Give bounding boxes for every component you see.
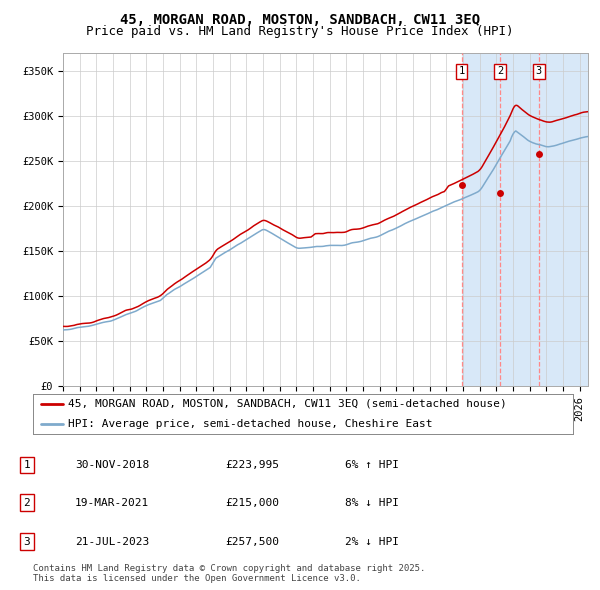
Text: 45, MORGAN ROAD, MOSTON, SANDBACH, CW11 3EQ (semi-detached house): 45, MORGAN ROAD, MOSTON, SANDBACH, CW11 … bbox=[68, 399, 507, 408]
Bar bbox=[500, 53, 539, 386]
Text: 21-JUL-2023: 21-JUL-2023 bbox=[75, 537, 149, 546]
Text: £257,500: £257,500 bbox=[225, 537, 279, 546]
Text: 1: 1 bbox=[458, 67, 465, 77]
Text: 3: 3 bbox=[536, 67, 542, 77]
Text: 8% ↓ HPI: 8% ↓ HPI bbox=[345, 498, 399, 507]
Text: 2: 2 bbox=[23, 498, 31, 507]
Text: £223,995: £223,995 bbox=[225, 460, 279, 470]
Text: 3: 3 bbox=[23, 537, 31, 546]
Text: £215,000: £215,000 bbox=[225, 498, 279, 507]
Text: Price paid vs. HM Land Registry's House Price Index (HPI): Price paid vs. HM Land Registry's House … bbox=[86, 25, 514, 38]
Bar bbox=[461, 53, 500, 386]
Text: 1: 1 bbox=[23, 460, 31, 470]
Text: 6% ↑ HPI: 6% ↑ HPI bbox=[345, 460, 399, 470]
Text: 45, MORGAN ROAD, MOSTON, SANDBACH, CW11 3EQ: 45, MORGAN ROAD, MOSTON, SANDBACH, CW11 … bbox=[120, 13, 480, 27]
Text: Contains HM Land Registry data © Crown copyright and database right 2025.
This d: Contains HM Land Registry data © Crown c… bbox=[33, 563, 425, 583]
Text: 19-MAR-2021: 19-MAR-2021 bbox=[75, 498, 149, 507]
Bar bbox=[539, 53, 588, 386]
Text: 2: 2 bbox=[497, 67, 503, 77]
Text: HPI: Average price, semi-detached house, Cheshire East: HPI: Average price, semi-detached house,… bbox=[68, 419, 433, 428]
Text: 30-NOV-2018: 30-NOV-2018 bbox=[75, 460, 149, 470]
Text: 2% ↓ HPI: 2% ↓ HPI bbox=[345, 537, 399, 546]
